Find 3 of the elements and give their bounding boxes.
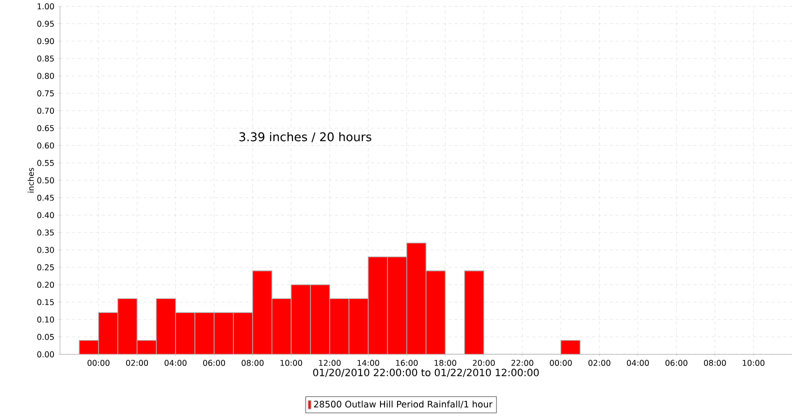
x-axis-title: 01/20/2010 22:00:00 to 01/22/2010 12:00:00 <box>313 368 539 377</box>
annotation: 3.39 inches / 20 hours <box>239 132 372 142</box>
legend-label: 28500 Outlaw Hill Period Rainfall/1 hour <box>314 400 493 408</box>
